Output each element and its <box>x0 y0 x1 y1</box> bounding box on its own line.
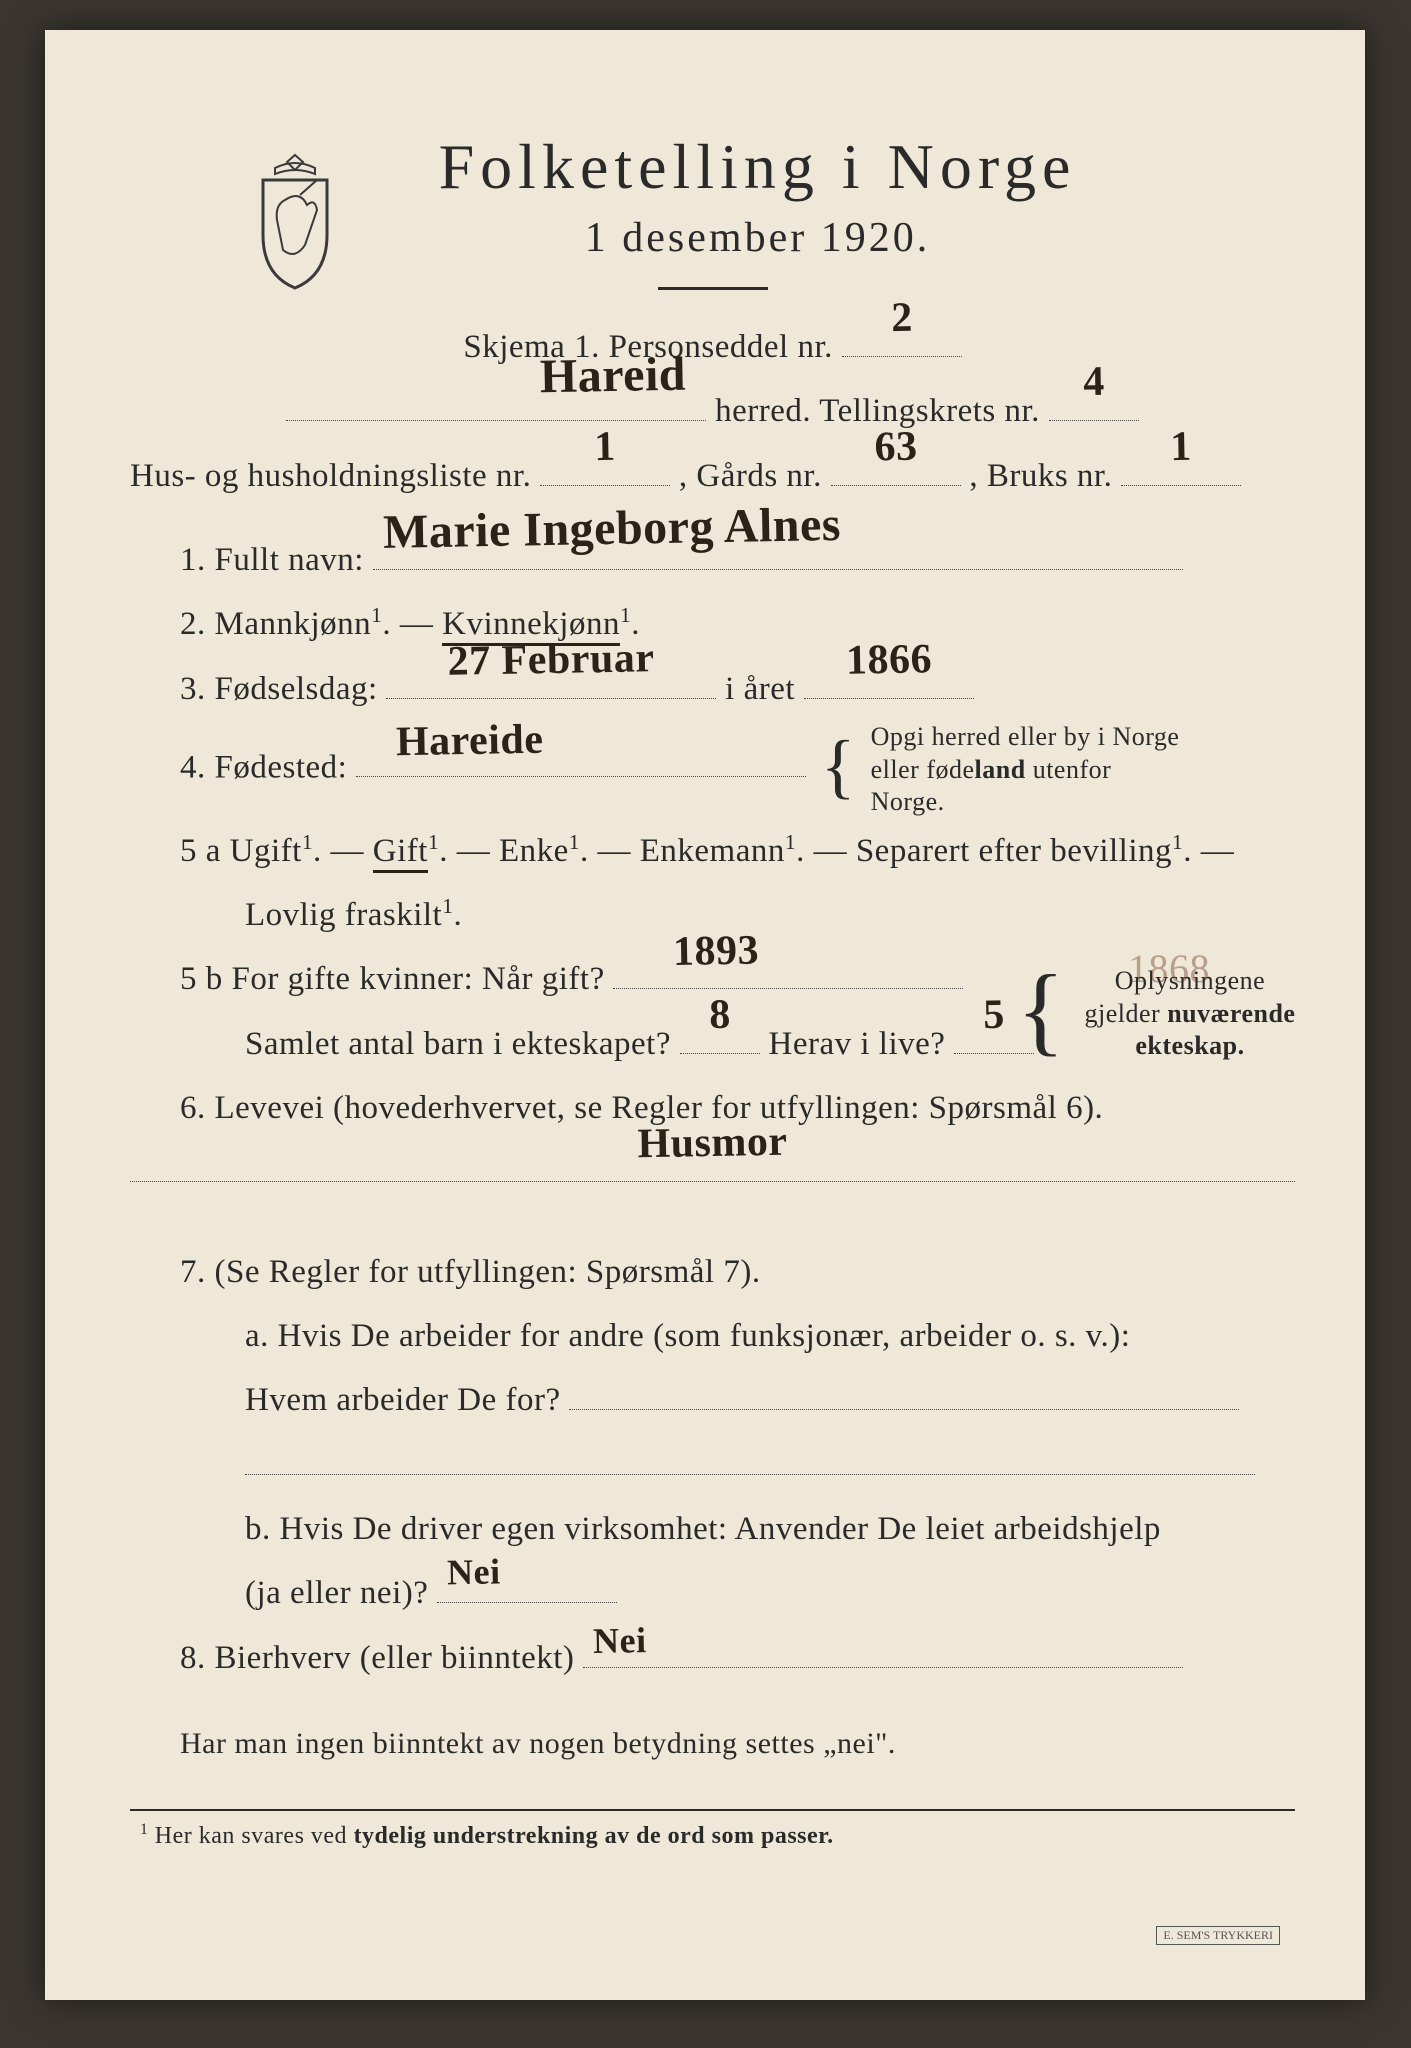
husliste-nr: 1 <box>539 406 670 490</box>
q5a-sivilstand: 5 a Ugift1. — Gift1. — Enke1. — Enkemann… <box>130 819 1295 883</box>
q5a-ugift: Ugift1. <box>230 833 322 869</box>
q5b-note: Oplysningene gjelder nuværende ekteskap. <box>1080 965 1300 1063</box>
q5a-fraskilt: Lovlig fraskilt1. <box>245 897 462 933</box>
q5a-separert: Separert efter bevilling1. <box>856 833 1192 869</box>
q1-fullt-navn: 1. Fullt navn: Marie Ingeborg Alnes <box>130 528 1295 592</box>
brace-icon: { <box>821 748 856 784</box>
q3-year: 1866 <box>803 618 974 703</box>
q7b-line1: b. Hvis De driver egen virksomhet: Anven… <box>130 1497 1295 1561</box>
q5b-barn-label: Samlet antal barn i ekteskapet? <box>245 1026 671 1062</box>
q7a-line1: a. Hvis De arbeider for andre (som funks… <box>130 1304 1295 1368</box>
header-divider <box>658 287 768 290</box>
q2-num: 2. <box>180 606 215 642</box>
q4-fodested: 4. Fødested: Hareide { Opgi herred eller… <box>130 721 1295 819</box>
q4-value: Hareide <box>355 695 806 785</box>
q7b-value: Nei <box>437 1535 618 1608</box>
personseddel-nr: 2 <box>841 277 962 361</box>
q5b-barn: 8 <box>679 974 760 1057</box>
q7a-line2: Hvem arbeider De for? <box>130 1368 1295 1432</box>
q4-label: 4. Fødested: <box>180 749 347 785</box>
q5a-gift-selected: Gift <box>373 833 428 873</box>
q5a-lead: 5 a <box>180 833 230 869</box>
q8-bierhverv: 8. Bierhverv (eller biinntekt) Nei <box>130 1626 1295 1690</box>
q7a-label: Hvem arbeider De for? <box>245 1382 561 1418</box>
q6-answer-line: Husmor <box>130 1140 1295 1204</box>
q5b-live: 5 <box>953 974 1034 1057</box>
title-date: 1 desember 1920. <box>220 214 1295 262</box>
q8-value: Nei <box>583 1595 1184 1676</box>
census-form-page: Folketelling i Norge 1 desember 1920. Sk… <box>45 30 1365 2000</box>
q7-label: 7. (Se Regler for utfyllingen: Spørsmål … <box>130 1240 1295 1304</box>
printer-stamp: E. SEM'S TRYKKERI <box>1156 1926 1280 1945</box>
q1-label: 1. Fullt navn: <box>180 542 364 578</box>
bottom-divider <box>130 1809 1295 1811</box>
bottom-note: Har man ingen biinntekt av nogen betydni… <box>130 1715 1295 1774</box>
q5b-year: 1893 <box>613 907 964 995</box>
q7a-value <box>569 1407 1239 1419</box>
q1-value: Marie Ingeborg Alnes <box>372 472 1184 580</box>
q2-mann: Mannkjønn1. <box>215 606 392 642</box>
q8-label: 8. Bierhverv (eller biinntekt) <box>180 1640 574 1676</box>
q5a-enke: Enke1. <box>499 833 589 869</box>
q5b-label: 5 b For gifte kvinner: Når gift? <box>180 961 605 997</box>
q7b-label: (ja eller nei)? <box>245 1575 428 1611</box>
q3-label: 3. Fødselsdag: <box>180 671 378 707</box>
q3-day: 27 Februar <box>386 617 717 705</box>
q7a-blank2 <box>130 1433 1295 1497</box>
norway-coat-of-arms-icon <box>245 150 345 290</box>
q4-note: Opgi herred eller by i Norge eller fødel… <box>871 721 1181 819</box>
q5a-enkemann: Enkemann1. <box>640 833 805 869</box>
footnote: 1 Her kan svares ved tydelig understrekn… <box>130 1821 1295 1850</box>
title-main: Folketelling i Norge <box>220 130 1295 204</box>
q5b-live-label: Herav i live? <box>769 1026 946 1062</box>
